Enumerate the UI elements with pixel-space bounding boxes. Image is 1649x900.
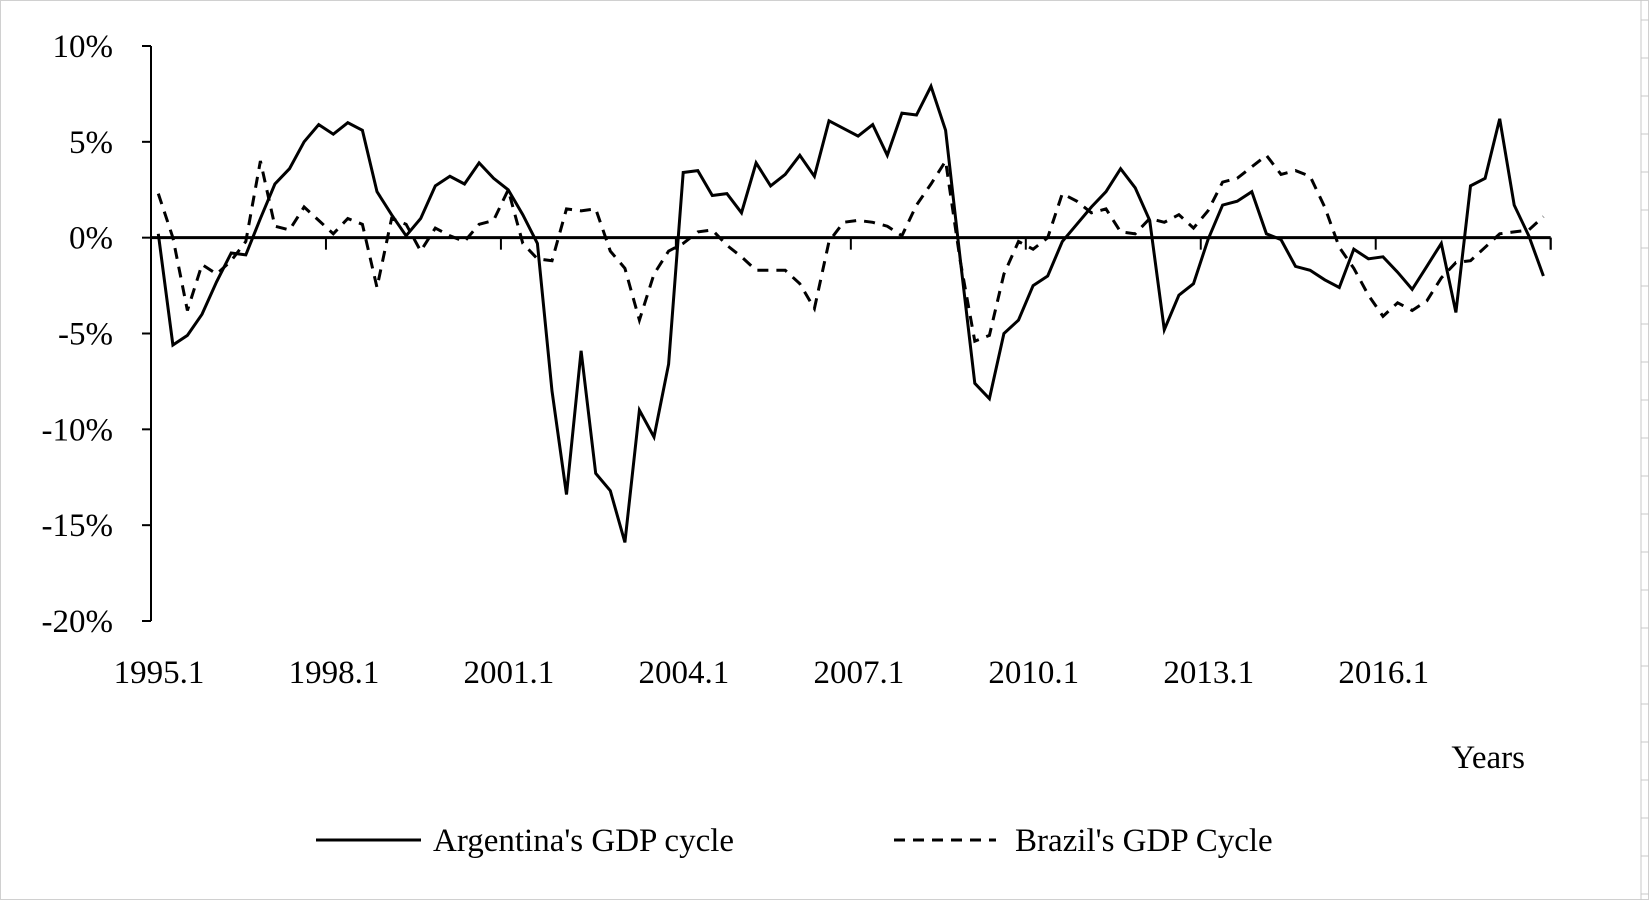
legend: Argentina's GDP cycle Brazil's GDP Cycle (316, 823, 1273, 859)
x-tick-label: 2007.1 (813, 655, 904, 691)
x-tick-label: 2013.1 (1163, 655, 1254, 691)
x-tick-label: 1995.1 (114, 655, 205, 691)
series-layer (156, 82, 1545, 543)
x-axis-title: Years (1451, 740, 1525, 776)
y-tick-label: 0% (69, 221, 113, 257)
y-tick-label: 10% (53, 29, 114, 65)
x-axis: 1995.1 1998.1 2001.1 2004.1 2007.1 2010.1 2013… (114, 236, 1552, 691)
series-line-brazil (156, 153, 1545, 344)
y-axis: 10% 5% 0% -5% -10% -15% -20% (42, 29, 152, 640)
y-tick-label: 5% (69, 125, 113, 161)
y-tick-label: -15% (42, 508, 113, 544)
x-tick-label: 2004.1 (639, 655, 730, 691)
x-tick-label: 1998.1 (289, 655, 380, 691)
y-tick-label: -5% (58, 317, 113, 353)
y-tick-label: -10% (42, 412, 113, 448)
spreadsheet-edge (1640, 0, 1649, 900)
legend-label-argentina: Argentina's GDP cycle (433, 823, 734, 859)
series-line-argentina (156, 82, 1545, 543)
x-tick-label: 2001.1 (464, 655, 555, 691)
x-tick-label: 2016.1 (1338, 655, 1429, 691)
legend-label-brazil: Brazil's GDP Cycle (1015, 823, 1273, 859)
x-tick-label: 2010.1 (988, 655, 1079, 691)
y-tick-label: -20% (42, 604, 113, 640)
